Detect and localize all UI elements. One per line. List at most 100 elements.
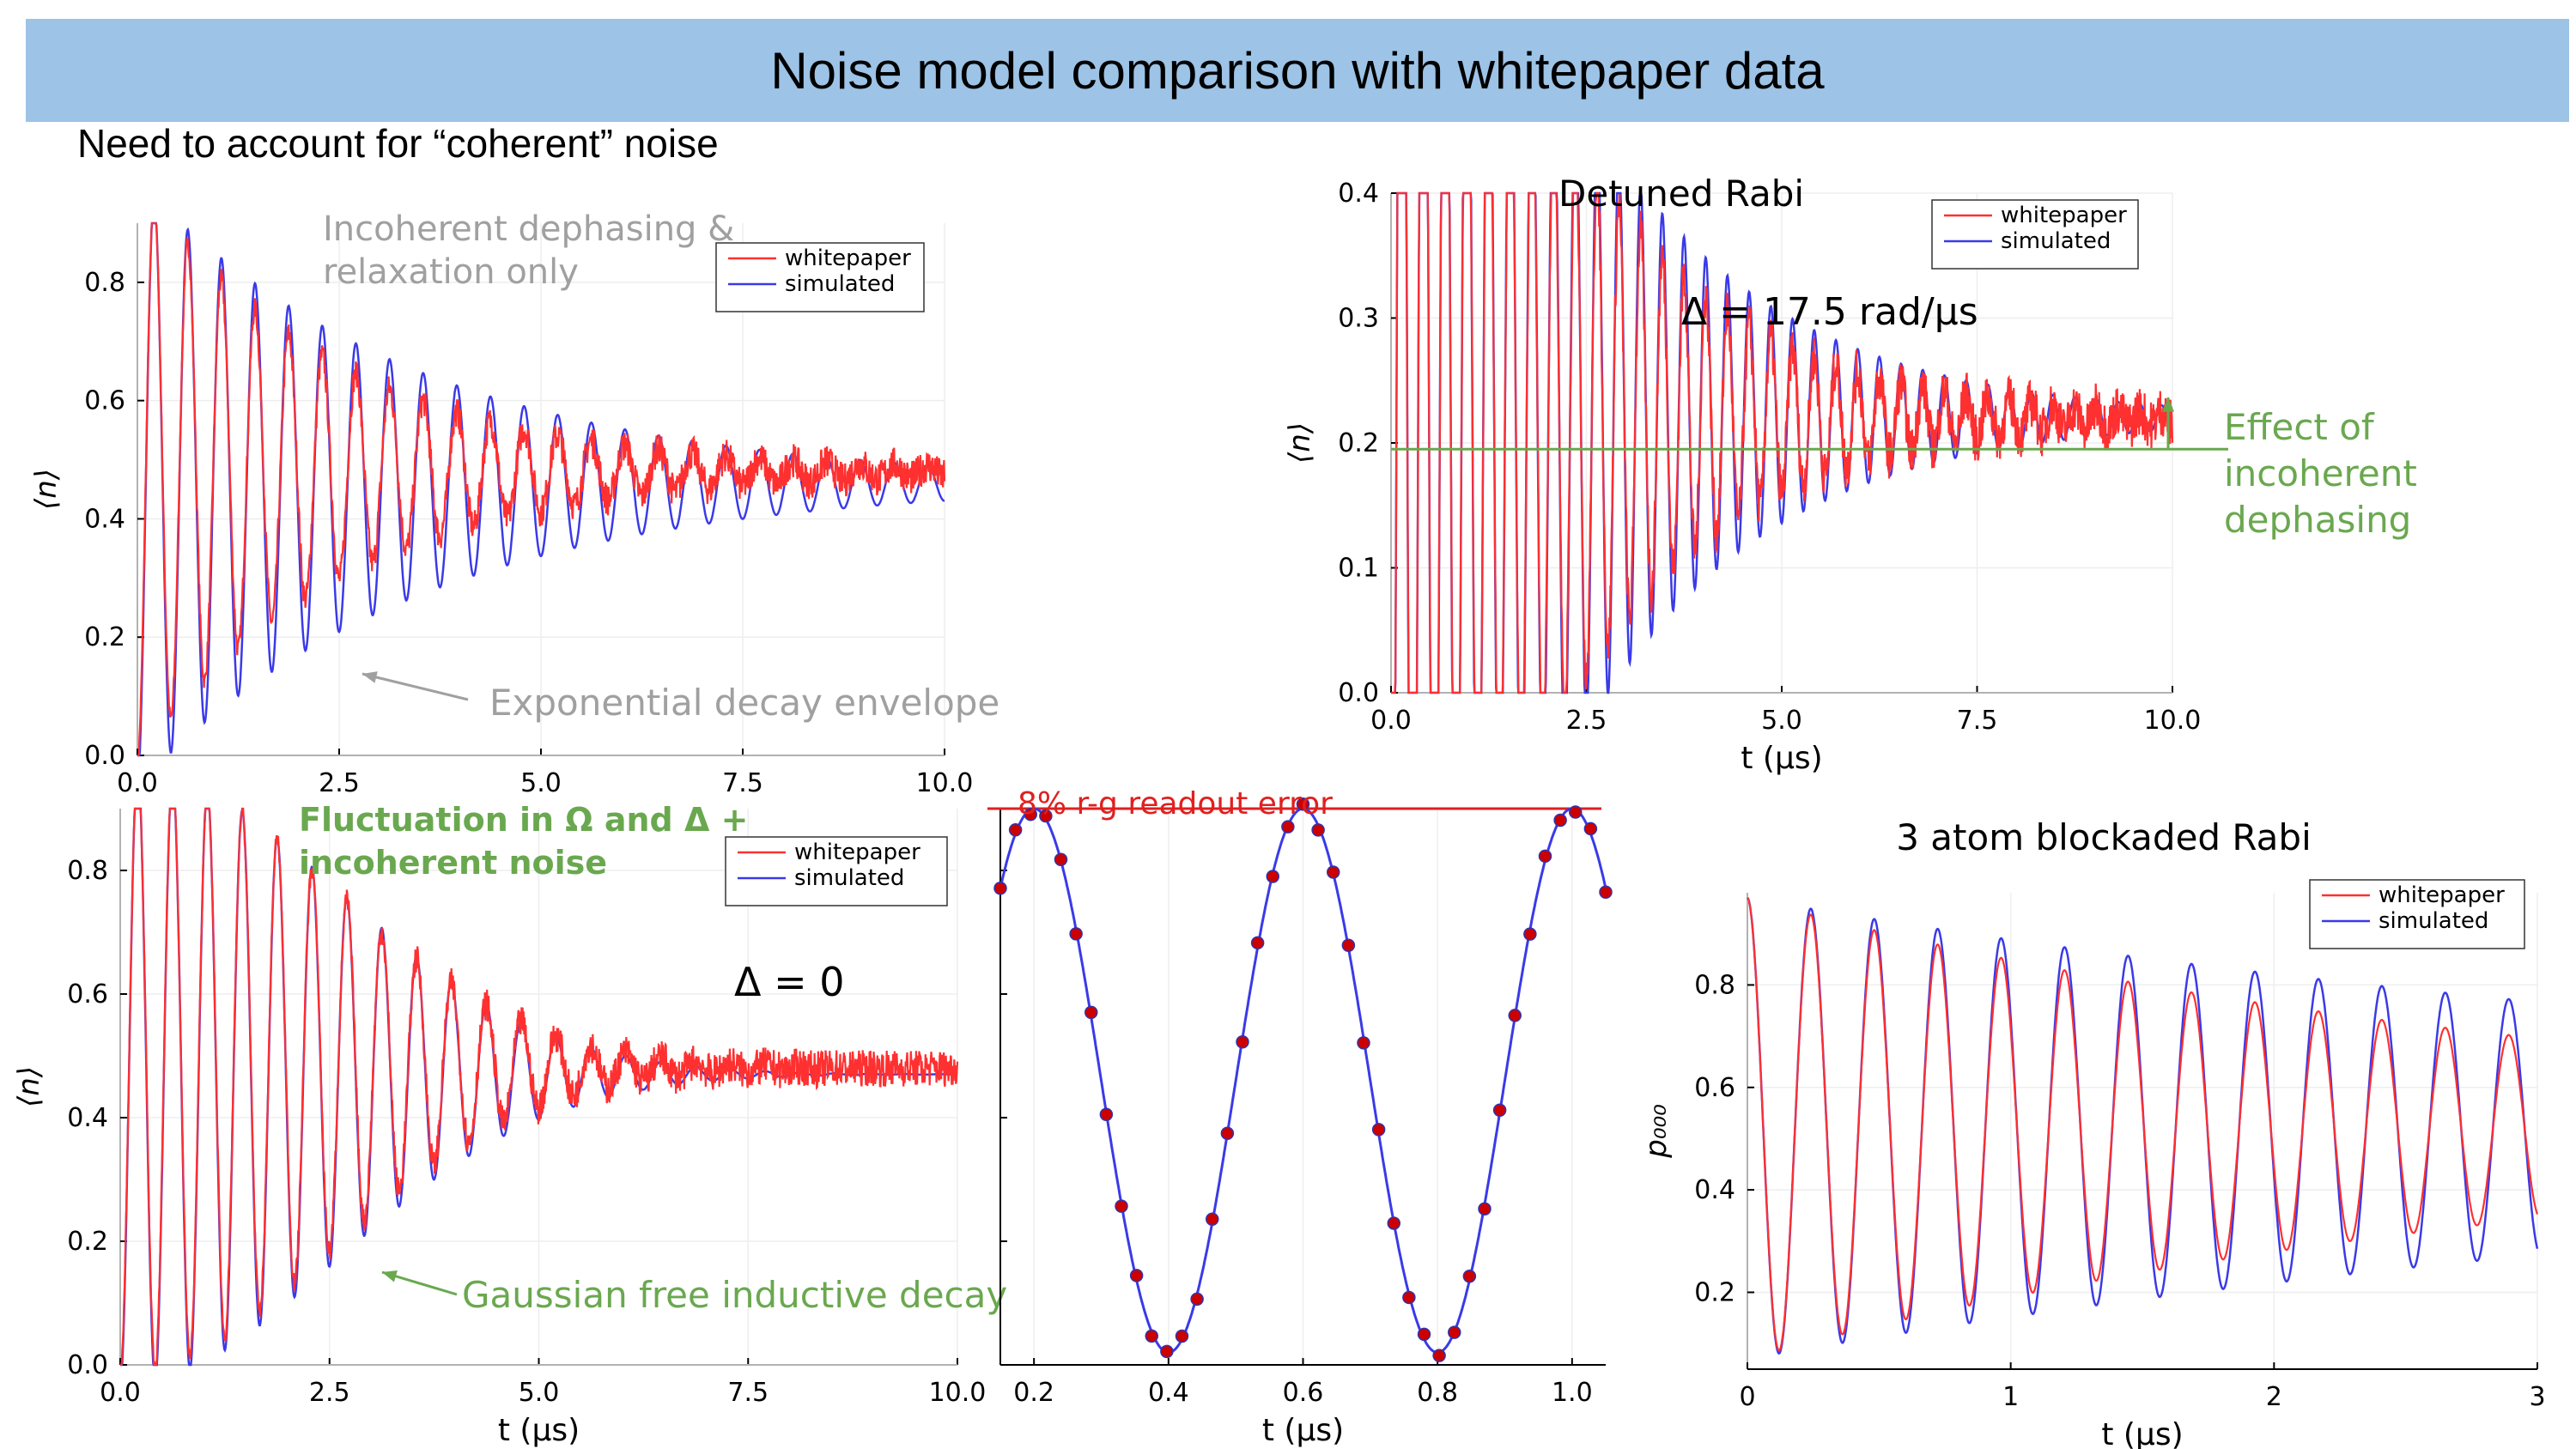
bottom-middle-x-label: t (μs) (1262, 1413, 1344, 1448)
bm-data-point (1175, 1329, 1189, 1343)
bm-data-point (1069, 927, 1083, 941)
bl-gaussian-arrow-head (382, 1270, 398, 1282)
bm-data-point (1341, 938, 1356, 952)
top-right-x-tick-label: 7.5 (1957, 706, 1998, 736)
top-right-x-tick-label: 2.5 (1566, 706, 1607, 736)
bm-data-point (1553, 813, 1567, 828)
bm-data-point (1402, 1290, 1416, 1305)
bottom-right-x-tick-label: 3 (2529, 1382, 2545, 1412)
bottom-right-legend-box (2309, 879, 2525, 949)
top-left-x-tick-label: 2.5 (319, 768, 360, 798)
bottom-middle-x-tick-label: 0.2 (1013, 1378, 1054, 1408)
bottom-left-y-tick-label: 0.4 (67, 1103, 108, 1133)
bm-data-point (1432, 1349, 1446, 1362)
top-left-y-tick-label: 0.0 (84, 741, 125, 771)
top-right-y-tick-label: 0.1 (1338, 554, 1379, 584)
bm-data-point (1008, 823, 1023, 837)
bottom-right-x-tick-label: 2 (2266, 1382, 2282, 1412)
bottom-right-y-tick-label: 0.6 (1694, 1073, 1735, 1103)
top-left-x-tick-label: 5.0 (520, 768, 562, 798)
bottom-right-y-tick-label: 0.4 (1694, 1175, 1735, 1205)
bottom-left-y-tick-label: 0.6 (67, 979, 108, 1009)
bottom-right-y-label: p₀₀₀ (1639, 1104, 1674, 1159)
top-right-legend-label: simulated (2001, 228, 2111, 254)
bottom-middle-x-tick-label: 0.4 (1148, 1378, 1189, 1408)
bm-data-point (993, 882, 1007, 895)
top-right-y-label: ⟨n⟩ (1283, 422, 1317, 464)
bottom-left-legend-label: whitepaper (794, 840, 920, 865)
bottom-right-x-tick-label: 0 (1739, 1382, 1755, 1412)
tl-annotation-incoherent-1: Incoherent dephasing & (323, 209, 734, 249)
top-left-series-whitepaper (137, 221, 946, 757)
bm-data-point (1599, 885, 1613, 900)
br-series-whitepaper (1747, 897, 2539, 1352)
bottom-right-x-label: t (μs) (2101, 1417, 2183, 1449)
top-right-y-tick-label: 0.4 (1338, 179, 1379, 209)
top-left-x-tick-label: 10.0 (916, 768, 974, 798)
bottom-right-y-tick-label: 0.8 (1694, 970, 1735, 1000)
top-right-x-tick-label: 0.0 (1370, 706, 1412, 736)
bottom-left-series-whitepaper (120, 807, 959, 1367)
top-left-x-tick-label: 0.0 (117, 768, 158, 798)
bm-data-point (1311, 823, 1325, 837)
bottom-left-y-tick-label: 0.2 (67, 1227, 108, 1257)
bottom-left-legend-box (725, 836, 948, 906)
bm-data-point (1160, 1344, 1174, 1359)
top-left-y-tick-label: 0.2 (84, 622, 125, 652)
bottom-right-y-tick-label: 0.2 (1694, 1277, 1735, 1307)
bm-data-point (1569, 805, 1583, 819)
bm-data-point (1145, 1329, 1158, 1343)
tr-effect-label-2: incoherent (2224, 452, 2417, 494)
top-left-y-tick-label: 0.8 (84, 268, 125, 298)
bl-delta-label: Δ = 0 (734, 959, 845, 1005)
bm-readout-label: 8% r-g readout error (1018, 786, 1333, 822)
bm-data-point (1190, 1292, 1204, 1307)
bm-data-point (1462, 1269, 1477, 1283)
top-left-series-simulated (137, 221, 945, 757)
bm-data-point (1206, 1212, 1219, 1227)
bm-data-point (1478, 1202, 1492, 1216)
bm-data-point (1492, 1103, 1507, 1118)
bottom-right-x-tick-label: 1 (2002, 1382, 2019, 1412)
tl-decay-arrow (361, 672, 469, 701)
top-right-x-tick-label: 5.0 (1761, 706, 1802, 736)
bl-annotation-fluctuation-2: incoherent noise (299, 844, 607, 882)
bl-annotation-gaussian: Gaussian free inductive decay (462, 1274, 1007, 1316)
bm-data-point (1084, 1005, 1098, 1020)
bottom-middle-x-tick-label: 1.0 (1552, 1378, 1593, 1408)
bm-data-point (1129, 1269, 1144, 1282)
top-right-legend-label: whitepaper (2001, 203, 2127, 228)
bm-data-point (1508, 1009, 1522, 1022)
tr-effect-label-1: Effect of (2224, 406, 2375, 448)
tl-annotation-decay: Exponential decay envelope (489, 682, 999, 724)
top-right-y-tick-label: 0.3 (1338, 304, 1379, 334)
bm-data-point (1039, 809, 1053, 823)
slide-title: Noise model comparison with whitepaper d… (770, 41, 1825, 100)
bottom-left-x-tick-label: 5.0 (519, 1378, 560, 1408)
top-left-legend-label: simulated (785, 271, 895, 297)
bottom-left-x-tick-label: 0.0 (100, 1378, 141, 1408)
tr-delta-label: Δ = 17.5 rad/μs (1681, 290, 1978, 334)
top-right-legend-box (1931, 199, 2139, 270)
bottom-left-y-tick-label: 0.8 (67, 856, 108, 886)
bm-data-point (1281, 820, 1295, 834)
top-right-series-whitepaper (1391, 191, 2174, 694)
bm-data-point (1099, 1107, 1114, 1121)
bottom-left-legend-label: simulated (794, 865, 904, 891)
bm-data-point (1250, 936, 1265, 950)
top-left-x-tick-label: 7.5 (722, 768, 763, 798)
tl-decay-arrow-head (362, 671, 378, 683)
top-left-y-label: ⟨n⟩ (29, 469, 64, 510)
bm-data-point (1538, 849, 1552, 864)
top-left-y-tick-label: 0.6 (84, 386, 125, 416)
tl-annotation-incoherent-2: relaxation only (323, 252, 579, 292)
bottom-left-x-tick-label: 2.5 (309, 1378, 350, 1408)
top-left-legend-label: whitepaper (785, 246, 911, 271)
bottom-right-legend-label: whitepaper (2379, 882, 2505, 908)
bm-data-point (1054, 852, 1068, 866)
top-right-x-label: t (μs) (1741, 741, 1822, 776)
bottom-left-x-tick-label: 7.5 (727, 1378, 769, 1408)
top-right-x-tick-label: 10.0 (2144, 706, 2202, 736)
bottom-middle-x-tick-label: 0.6 (1283, 1378, 1324, 1408)
